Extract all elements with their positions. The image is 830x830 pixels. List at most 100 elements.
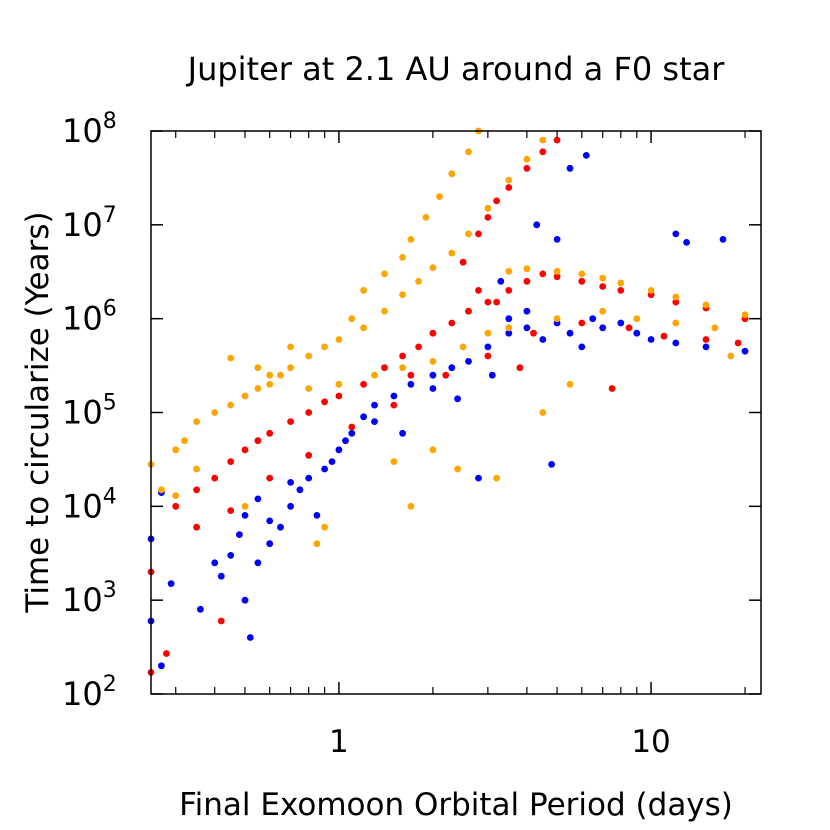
data-point-orange: [429, 358, 437, 365]
data-point-blue: [296, 486, 304, 494]
data-point-orange: [448, 170, 456, 178]
data-point-orange: [335, 336, 343, 343]
x-axis-label: Final Exomoon Orbital Period (days): [179, 787, 733, 823]
data-point-red: [702, 336, 710, 343]
data-point-blue: [360, 413, 367, 421]
data-point-red: [266, 474, 274, 482]
data-point-blue: [484, 343, 492, 351]
data-point-red: [530, 329, 537, 337]
y-tick-label: 106: [62, 297, 117, 338]
data-point-orange: [381, 307, 388, 315]
data-point-red: [539, 270, 547, 278]
data-point-blue: [633, 329, 641, 337]
data-point-blue: [287, 479, 294, 486]
data-point-red: [266, 429, 274, 437]
data-point-orange: [566, 380, 574, 388]
data-point-blue: [448, 364, 456, 372]
data-point-red: [578, 319, 586, 327]
y-tick-label: 104: [62, 484, 117, 525]
data-point-blue: [328, 458, 336, 465]
data-point-blue: [342, 437, 349, 445]
data-point-orange: [321, 523, 328, 531]
y-tick-base: 10: [62, 581, 103, 619]
data-point-red: [287, 418, 294, 425]
data-point-red: [553, 273, 561, 281]
data-point-blue: [488, 371, 496, 379]
data-point-orange: [158, 486, 165, 494]
y-tick-exponent: 8: [103, 109, 117, 134]
y-axis-label: Time to circularize (Years): [20, 211, 56, 613]
y-tick-exponent: 5: [103, 391, 117, 416]
data-point-orange: [360, 324, 367, 332]
data-point-orange: [578, 270, 586, 278]
data-point-blue: [236, 531, 243, 538]
data-point-orange: [399, 254, 406, 261]
data-point-red: [193, 523, 201, 531]
data-point-blue: [582, 152, 590, 159]
data-point-orange: [305, 385, 313, 392]
data-point-red: [523, 164, 531, 172]
data-point-blue: [407, 380, 415, 388]
data-point-red: [305, 409, 313, 416]
data-point-blue: [321, 465, 328, 473]
data-point-red: [335, 392, 343, 400]
data-point-blue: [578, 343, 586, 351]
data-point-blue: [313, 512, 321, 519]
data-point-orange: [241, 502, 249, 510]
data-point-orange: [647, 287, 655, 294]
data-point-blue: [241, 596, 249, 604]
data-point-blue: [390, 392, 398, 400]
data-points: [147, 127, 749, 676]
data-point-orange: [505, 267, 513, 275]
data-point-blue: [497, 277, 505, 285]
data-point-red: [465, 307, 472, 315]
data-point-orange: [193, 418, 201, 425]
data-point-blue: [533, 221, 541, 229]
data-point-red: [305, 451, 313, 459]
data-point-orange: [266, 380, 274, 388]
data-point-blue: [454, 395, 461, 403]
data-point-blue: [211, 559, 219, 567]
y-tick-base: 10: [62, 487, 103, 525]
y-tick-label: 102: [62, 672, 117, 713]
data-point-red: [211, 474, 219, 482]
y-tick-label: 108: [62, 109, 117, 150]
x-tick-label: 10: [631, 724, 670, 760]
y-tick-exponent: 3: [103, 578, 117, 603]
data-point-blue: [566, 164, 574, 172]
data-point-orange: [172, 446, 180, 454]
data-point-blue: [348, 429, 356, 437]
data-point-blue: [158, 662, 165, 670]
data-point-red: [407, 371, 415, 379]
data-point-orange: [399, 364, 406, 372]
data-point-orange: [313, 540, 321, 548]
data-point-blue: [287, 502, 294, 510]
data-point-orange: [539, 409, 547, 416]
y-tick-exponent: 2: [103, 672, 117, 697]
data-point-red: [578, 277, 586, 285]
data-point-blue: [429, 371, 437, 379]
data-point-orange: [321, 343, 328, 351]
data-point-blue: [599, 324, 607, 332]
data-point-orange: [672, 293, 680, 301]
data-point-orange: [727, 352, 735, 360]
data-point-blue: [702, 343, 710, 351]
data-point-orange: [523, 265, 531, 273]
data-point-orange: [335, 380, 343, 388]
data-point-blue: [246, 634, 254, 641]
data-point-orange: [371, 371, 378, 379]
data-point-orange: [523, 155, 531, 163]
y-tick-label: 105: [62, 391, 117, 432]
y-tick-exponent: 6: [103, 297, 117, 322]
data-point-red: [254, 437, 262, 445]
data-point-blue: [266, 540, 274, 548]
data-point-orange: [254, 364, 262, 372]
data-point-red: [660, 332, 668, 340]
data-point-red: [475, 287, 482, 294]
data-point-red: [399, 352, 406, 360]
data-point-blue: [197, 605, 204, 613]
data-point-red: [241, 446, 249, 454]
data-point-orange: [553, 315, 561, 323]
